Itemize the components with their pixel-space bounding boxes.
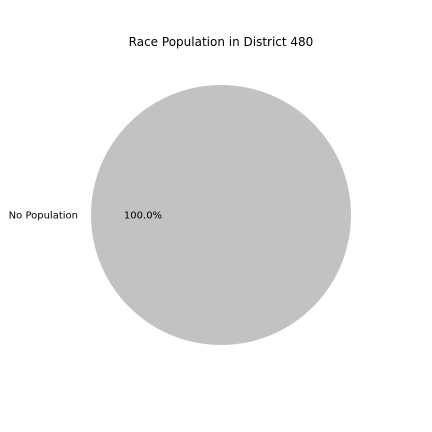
pie-labels: No Population 100.0% xyxy=(9,211,162,222)
slice-percent-label: 100.0% xyxy=(124,211,162,222)
pie-slice xyxy=(91,85,351,345)
slice-label: No Population xyxy=(9,211,78,222)
chart-title: Race Population in District 480 xyxy=(129,35,314,49)
pie-slices xyxy=(91,85,351,345)
